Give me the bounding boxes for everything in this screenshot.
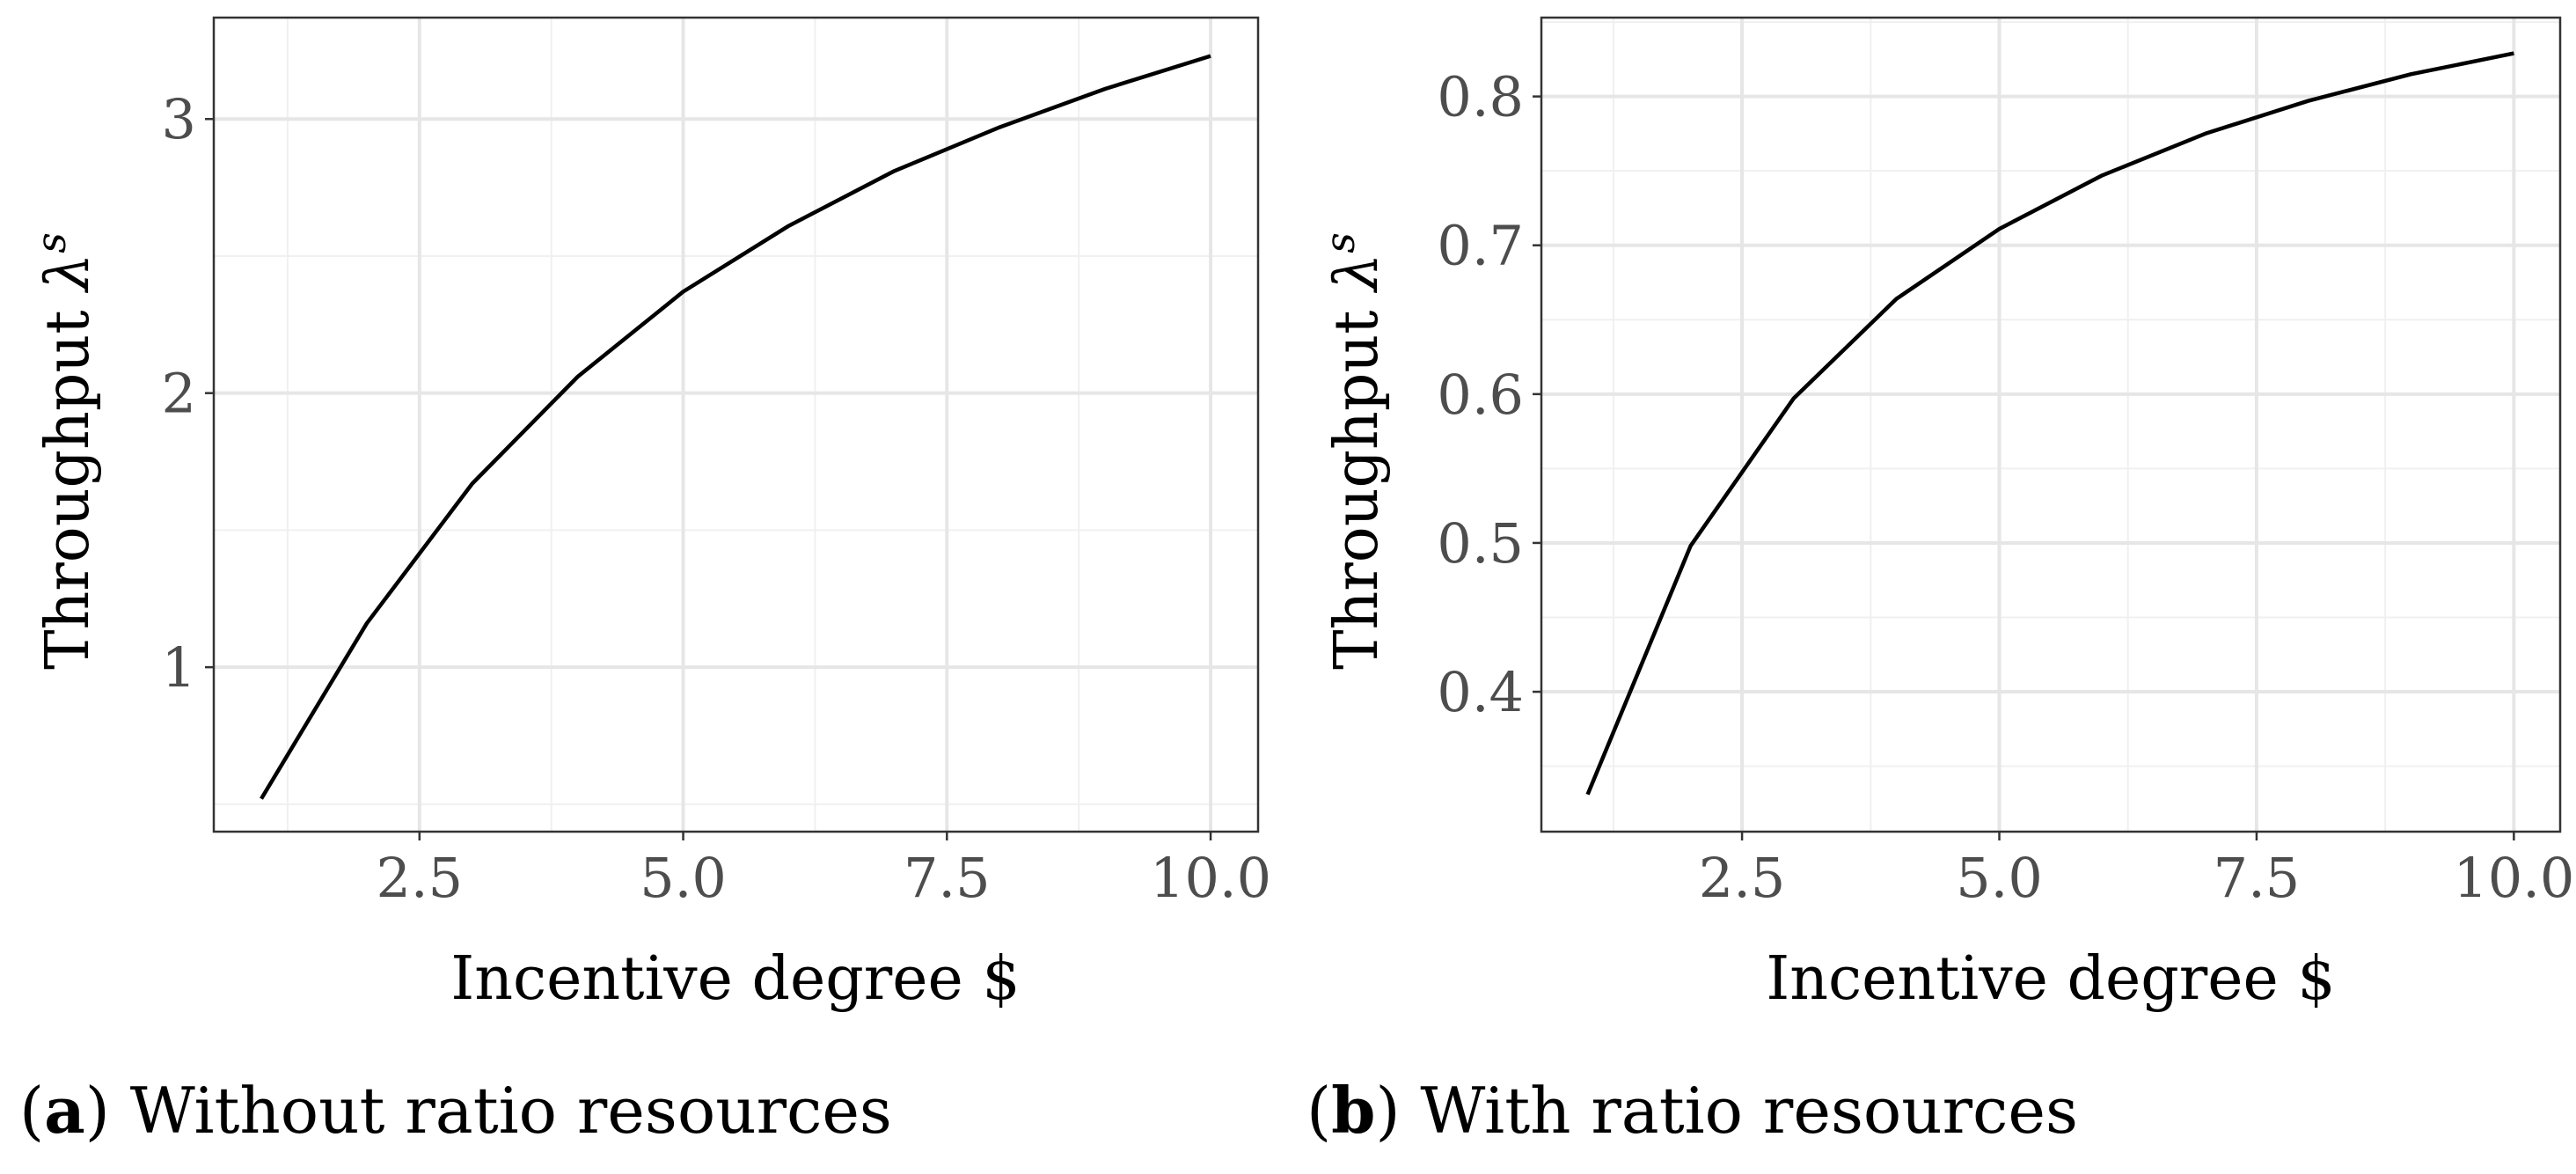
y-tick-label: 2 [162,362,196,426]
caption-text: With ratio resources [1420,1074,2078,1148]
caption-text: Without ratio resources [130,1074,892,1148]
caption-letter: b [1331,1073,1375,1148]
x-tick-label: 2.5 [1699,846,1786,910]
panel-border [214,18,1258,832]
caption-paren-open: ( [19,1074,44,1148]
lambda-symbol: λ [1322,253,1392,294]
caption-letter: a [44,1073,85,1148]
series-line-throughput [1588,54,2514,795]
y-axis-title: Throughput λs [1316,232,1392,670]
superscript-s: s [1316,232,1364,253]
y-axis-title: Throughput λs [27,232,103,670]
superscript-s: s [27,232,75,253]
x-tick-label: 7.5 [904,846,991,910]
caption-paren-close: ) [85,1074,130,1148]
y-tick-label: 0.6 [1437,363,1524,427]
series-line-throughput [261,56,1211,799]
x-axis-title: Incentive degree $ [450,944,1020,1014]
x-tick-label: 5.0 [640,846,727,910]
x-tick-label: 10.0 [2453,846,2574,910]
y-tick-label: 0.4 [1437,660,1524,724]
lambda-symbol: λ [33,253,103,294]
x-tick-label: 10.0 [1150,846,1271,910]
y-tick-label: 0.5 [1437,511,1524,576]
y-axis-title-text: Throughput [33,291,103,670]
x-tick-label: 2.5 [376,846,463,910]
y-tick-label: 0.8 [1437,65,1524,129]
chart-panel-a: 2.5 5.0 7.5 10.0 1 2 3 Incentive degree $ Throug… [19,18,1271,1148]
y-axis-title-text: Throughput [1322,291,1392,670]
x-tick-label: 5.0 [1956,846,2043,910]
caption-paren-close: ) [1375,1074,1420,1148]
panel-border [1541,18,2560,832]
x-axis-title: Incentive degree $ [1766,944,2335,1014]
panel-caption-b: (b) With ratio resources [1306,1073,2078,1148]
y-tick-label: 3 [162,87,196,151]
y-tick-label: 1 [162,635,196,700]
x-tick-label: 7.5 [2214,846,2301,910]
panel-caption-a: (a) Without ratio resources [19,1073,892,1148]
y-tick-label: 0.7 [1437,214,1524,278]
chart-panel-b: 2.5 5.0 7.5 10.0 0.4 0.5 0.6 0.7 0.8 Incentive de… [1306,18,2574,1148]
caption-paren-open: ( [1306,1074,1331,1148]
